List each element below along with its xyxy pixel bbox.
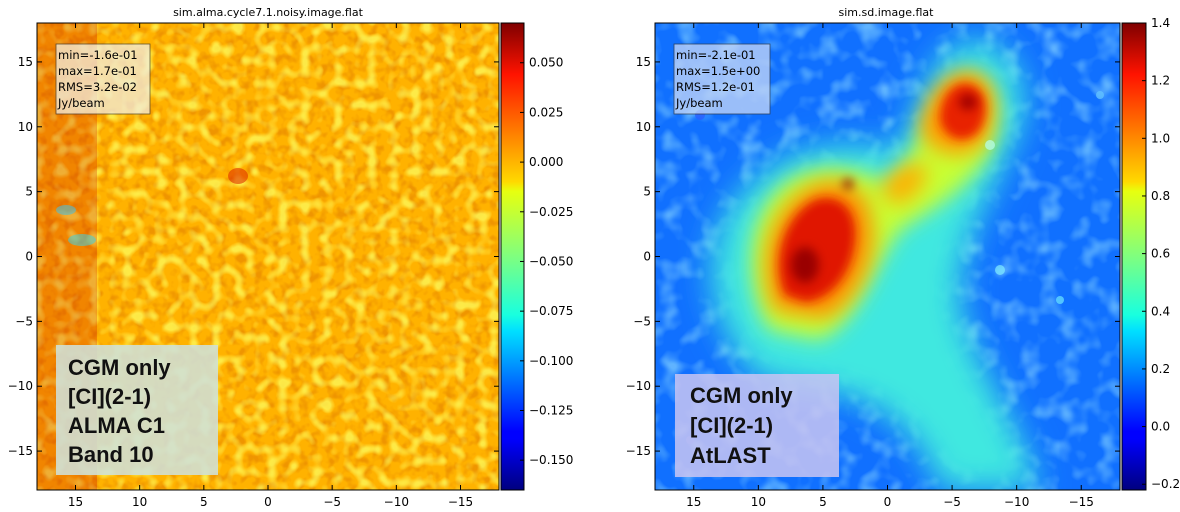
- alma-annotation-line-2: [CI](2-1): [68, 384, 151, 409]
- alma-stat-max: max=1.7e-01: [58, 64, 137, 78]
- alma-y-tick-label: 0: [25, 250, 33, 264]
- sd-colorbar-tick-label: 0.0: [1151, 420, 1170, 434]
- sd-colorbar-tick-label: 0.4: [1151, 304, 1170, 318]
- sd-colorbar-tick-label: 0.6: [1151, 247, 1170, 261]
- alma-colorbar-tick-label: 0.050: [529, 56, 563, 70]
- sd-colorbar-tick-label: 0.8: [1151, 189, 1170, 203]
- sd-stat-rms: RMS=1.2e-01: [676, 80, 755, 94]
- sd-annotation-line-3: AtLAST: [690, 443, 771, 468]
- sd-x-tick-label: 15: [686, 495, 701, 509]
- alma-colorbar-tick-label: −0.050: [529, 254, 573, 268]
- alma-panel-title: sim.alma.cycle7.1.noisy.image.flat: [173, 6, 364, 19]
- sd-y-tick-label: 5: [643, 185, 651, 199]
- alma-colorbar-tick-label: 0.000: [529, 155, 563, 169]
- sd-x-tick-label: −15: [1069, 495, 1094, 509]
- alma-x-tick-label: 15: [68, 495, 83, 509]
- alma-y-tick-label: 10: [18, 120, 33, 134]
- alma-annotation-line-3: ALMA C1: [68, 413, 165, 438]
- sd-x-axis: 15 10 5 0 −5 −10 −15: [686, 23, 1094, 509]
- sd-colorbar: 1.4 1.2 1.0 0.8 0.6 0.4 0.2 0.0 −0.2: [1121, 16, 1180, 491]
- sd-colorbar-tick-label: 1.0: [1151, 131, 1170, 145]
- alma-x-tick-label: 10: [132, 495, 147, 509]
- sd-x-tick-label: 5: [819, 495, 827, 509]
- alma-colorbar-tick-label: −0.150: [529, 453, 573, 467]
- sd-y-tick-label: 10: [636, 120, 651, 134]
- alma-x-tick-label: 5: [200, 495, 208, 509]
- sd-colorbar-tick-label: 1.4: [1151, 16, 1170, 30]
- sd-panel: sim.sd.image.flat: [626, 6, 1180, 509]
- sd-stat-min: min=-2.1e-01: [676, 48, 756, 62]
- sd-x-tick-label: 10: [751, 495, 766, 509]
- alma-colorbar-tick-label: −0.125: [529, 404, 573, 418]
- alma-y-axis: 15 10 5 0 −5 −10 −15: [8, 55, 499, 458]
- alma-y-tick-label: −15: [8, 444, 33, 458]
- alma-y-tick-label: 5: [25, 185, 33, 199]
- sd-colorbar-tick-label: 1.2: [1151, 74, 1170, 88]
- sd-stat-unit: Jy/beam: [675, 96, 723, 110]
- sd-y-tick-label: −5: [633, 314, 651, 328]
- alma-y-tick-label: 15: [18, 55, 33, 69]
- alma-stat-unit: Jy/beam: [57, 96, 105, 110]
- sd-annotation-line-2: [CI](2-1): [690, 413, 773, 438]
- sd-colorbar-tick-label: 0.2: [1151, 362, 1170, 376]
- sd-annotation-line-1: CGM only: [690, 383, 793, 408]
- alma-annotation-line-1: CGM only: [68, 355, 171, 380]
- alma-stats-box: min=-1.6e-01 max=1.7e-01 RMS=3.2e-02 Jy/…: [55, 43, 151, 115]
- alma-x-tick-label: −15: [448, 495, 473, 509]
- alma-annotation-box: CGM only [CI](2-1) ALMA C1 Band 10: [56, 345, 218, 475]
- sd-y-tick-label: 0: [643, 250, 651, 264]
- alma-x-tick-label: 0: [264, 495, 272, 509]
- alma-x-tick-label: −10: [384, 495, 409, 509]
- alma-x-axis: 15 10 5 0 −5 −10 −15: [68, 23, 473, 509]
- sd-stats-box: min=-2.1e-01 max=1.5e+00 RMS=1.2e-01 Jy/…: [673, 43, 771, 115]
- alma-stat-rms: RMS=3.2e-02: [58, 80, 137, 94]
- alma-panel: sim.alma.cycle7.1.noisy.image.flat 15 10 5…: [8, 6, 574, 509]
- sd-x-tick-label: −5: [943, 495, 961, 509]
- sd-y-tick-label: −15: [626, 444, 651, 458]
- alma-colorbar-tick-label: −0.025: [529, 205, 573, 219]
- sd-annotation-box: CGM only [CI](2-1) AtLAST: [675, 374, 839, 477]
- alma-x-tick-label: −5: [323, 495, 341, 509]
- alma-annotation-line-4: Band 10: [68, 442, 154, 467]
- alma-colorbar: 0.050 0.025 0.000 −0.025 −0.050 −0.075 −0.100 −…: [500, 22, 573, 491]
- sd-stat-max: max=1.5e+00: [676, 64, 760, 78]
- alma-y-tick-label: −5: [15, 314, 33, 328]
- sd-colorbar-tick-label: −0.2: [1151, 477, 1180, 491]
- sd-x-tick-label: 0: [884, 495, 892, 509]
- sd-y-tick-label: −10: [626, 379, 651, 393]
- alma-colorbar-tick-label: 0.025: [529, 105, 563, 119]
- alma-colorbar-tick-label: −0.075: [529, 304, 573, 318]
- alma-y-tick-label: −10: [8, 379, 33, 393]
- alma-colorbar-gradient: [501, 23, 524, 490]
- alma-stat-min: min=-1.6e-01: [58, 48, 138, 62]
- sd-y-axis: 15 10 5 0 −5 −10 −15: [626, 55, 1120, 458]
- sd-x-tick-label: −10: [1004, 495, 1029, 509]
- sd-panel-title: sim.sd.image.flat: [839, 6, 935, 19]
- sd-colorbar-gradient: [1122, 23, 1146, 490]
- sd-y-tick-label: 15: [636, 55, 651, 69]
- alma-colorbar-tick-label: −0.100: [529, 354, 573, 368]
